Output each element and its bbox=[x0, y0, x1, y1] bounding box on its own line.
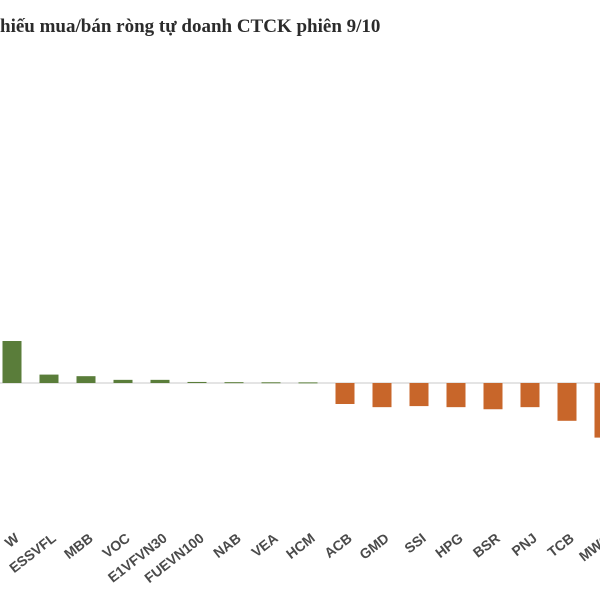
bar-acb bbox=[335, 383, 355, 404]
bar-w bbox=[2, 341, 22, 383]
x-tick-label: NAB bbox=[210, 530, 244, 561]
bar-ssi bbox=[409, 383, 429, 407]
x-tick-label: HPG bbox=[432, 530, 466, 561]
x-tick-label: PNJ bbox=[509, 530, 540, 559]
x-tick-label: GMD bbox=[356, 530, 392, 563]
bar-hpg bbox=[446, 383, 466, 408]
x-tick-label: MWG bbox=[576, 530, 600, 565]
bar-nab bbox=[224, 382, 244, 384]
bar-essvfl bbox=[39, 374, 59, 383]
x-tick-label: SSI bbox=[401, 530, 429, 557]
bar-mbb bbox=[76, 376, 96, 383]
bar-vea bbox=[261, 382, 281, 384]
bar-tcb bbox=[557, 383, 577, 421]
bar-pnj bbox=[520, 383, 540, 408]
x-tick-label: MBB bbox=[61, 530, 96, 562]
x-tick-label: ACB bbox=[321, 530, 355, 561]
bar-gmd bbox=[372, 383, 392, 408]
chart-title: hiếu mua/bán ròng tự doanh CTCK phiên 9/… bbox=[0, 16, 381, 37]
bar-hcm bbox=[298, 382, 318, 384]
bar-mwg bbox=[594, 383, 600, 438]
bar-bsr bbox=[483, 383, 503, 410]
x-tick-label: HCM bbox=[283, 530, 318, 562]
bar-fuevn100 bbox=[187, 381, 207, 383]
x-tick-label: W bbox=[2, 529, 23, 550]
bar-e1vfvn30 bbox=[150, 379, 170, 383]
bar-voc bbox=[113, 379, 133, 383]
x-tick-label: VEA bbox=[248, 530, 281, 560]
x-tick-label: TCB bbox=[544, 530, 577, 560]
x-tick-label: BSR bbox=[470, 530, 503, 561]
